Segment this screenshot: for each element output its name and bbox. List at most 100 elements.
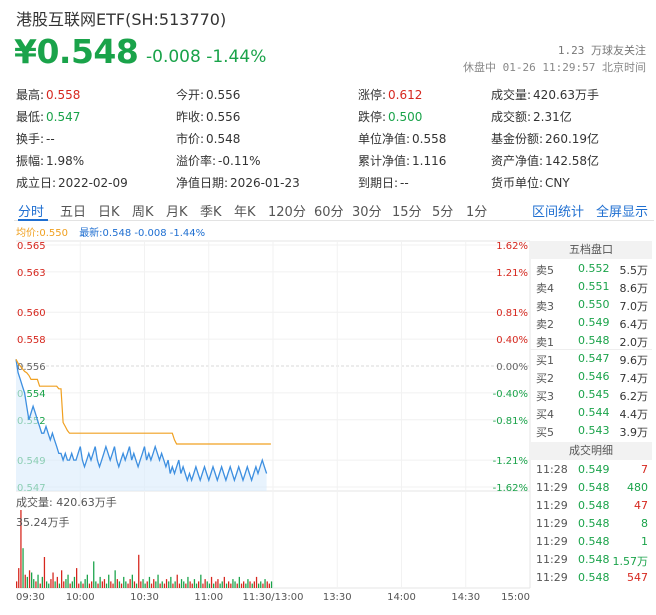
volume-bar xyxy=(150,583,153,588)
quote-label: 溢价率: xyxy=(176,154,217,168)
x-tick-label: 15:00 xyxy=(501,592,530,603)
volume-bar xyxy=(52,572,54,588)
book-volume: 8.6万 xyxy=(619,282,649,295)
tab-4[interactable]: 月K xyxy=(166,205,188,220)
quote-value: 260.19亿 xyxy=(545,132,600,146)
book-level-label: 买2 xyxy=(536,372,554,385)
book-price: 0.545 xyxy=(578,388,610,401)
quote-value: 2026-01-23 xyxy=(230,176,300,190)
volume-bar xyxy=(54,581,56,588)
volume-bar xyxy=(221,581,223,588)
quote-label: 累计净值: xyxy=(358,154,411,168)
volume-bar xyxy=(46,581,48,588)
volume-bar xyxy=(140,581,142,588)
book-level-label: 卖4 xyxy=(536,282,554,295)
ask-row: 卖3 0.550 7.0万 xyxy=(530,296,652,314)
volume-bar xyxy=(123,576,125,588)
x-tick-label: 11:00 xyxy=(194,592,223,603)
quote-cell: 昨收: 0.556 xyxy=(176,108,240,125)
volume-bar xyxy=(28,570,31,588)
volume-bar xyxy=(88,583,91,588)
volume-bar xyxy=(189,581,191,588)
tab-0[interactable]: 分时 xyxy=(18,205,45,220)
quote-value: 0.612 xyxy=(388,88,423,102)
bid-row: 买5 0.543 3.9万 xyxy=(530,422,652,440)
book-price: 0.551 xyxy=(578,280,610,293)
trade-volume: 547 xyxy=(627,571,648,584)
price-area xyxy=(16,359,267,491)
quote-cell: 货币单位: CNY xyxy=(491,174,570,191)
book-level-label: 买3 xyxy=(536,390,554,403)
trade-price: 0.548 xyxy=(578,535,610,548)
volume-bar xyxy=(225,583,228,588)
y-tick-label: 0.549 xyxy=(17,456,46,467)
volume-bar xyxy=(97,583,99,588)
avg-price-legend: 均价:0.550 xyxy=(16,228,68,239)
volume-bar xyxy=(43,557,46,588)
quote-value: -- xyxy=(400,176,409,190)
range-stats-button[interactable]: 区间统计 xyxy=(532,205,585,220)
tab-10[interactable]: 15分 xyxy=(392,205,422,220)
volume-bar xyxy=(80,581,82,588)
volume-bar xyxy=(125,581,127,588)
order-book-panel: 五档盘口 卖5 0.552 5.5万 卖4 0.551 8.6万 卖3 0.550 7.0万 卖2 0… xyxy=(530,241,652,589)
fullscreen-button[interactable]: 全屏显示 xyxy=(596,205,649,220)
quote-label: 今开: xyxy=(176,88,205,102)
volume-bar xyxy=(253,581,255,588)
pct-tick-label: 1.21% xyxy=(496,268,528,279)
quote-cell: 跌停: 0.500 xyxy=(358,108,422,125)
volume-bar xyxy=(245,583,247,588)
quote-value: 142.58亿 xyxy=(545,154,600,168)
tab-8[interactable]: 60分 xyxy=(314,205,344,220)
tab-11[interactable]: 5分 xyxy=(432,205,454,220)
quote-label: 货币单位: xyxy=(491,176,544,190)
quote-value: 0.556 xyxy=(206,110,241,124)
volume-bar xyxy=(176,574,178,588)
tab-6[interactable]: 年K xyxy=(234,205,256,220)
tab-5[interactable]: 季K xyxy=(200,205,222,220)
quote-value: 0.548 xyxy=(206,132,241,146)
quote-value: 2.31亿 xyxy=(533,110,572,124)
bid-row: 买3 0.545 6.2万 xyxy=(530,386,652,404)
chart-period-tabs: 分时 五日 日K 周K 月K 季K 年K 120分 60分 30分 15分 5分 1分 区间统计 全屏显示 xyxy=(14,197,654,221)
volume-bar xyxy=(103,579,106,588)
volume-bar xyxy=(65,579,67,588)
volume-bar xyxy=(178,583,181,588)
trade-time: 11:29 xyxy=(536,481,568,494)
trade-volume: 1 xyxy=(641,535,648,548)
book-volume: 5.5万 xyxy=(619,264,649,277)
tab-1[interactable]: 五日 xyxy=(60,205,87,220)
book-volume: 4.4万 xyxy=(619,408,649,421)
y-tick-label: 0.554 xyxy=(17,389,46,400)
y-tick-label: 0.547 xyxy=(17,483,46,494)
tab-7[interactable]: 120分 xyxy=(268,205,306,220)
volume-bar xyxy=(159,583,161,588)
avg-price-line xyxy=(15,359,271,445)
volume-bar xyxy=(202,583,204,588)
tab-2[interactable]: 日K xyxy=(98,205,120,220)
trade-volume: 47 xyxy=(634,499,648,512)
book-price: 0.546 xyxy=(578,370,610,383)
trade-row: 11:29 0.548 547 xyxy=(530,569,652,587)
trade-price: 0.548 xyxy=(578,481,610,494)
volume-bar xyxy=(31,572,33,588)
quote-value: 0.500 xyxy=(388,110,423,124)
pct-tick-label: 0.40% xyxy=(496,335,528,346)
tab-12[interactable]: 1分 xyxy=(466,205,488,220)
trade-row: 11:29 0.548 8 xyxy=(530,515,652,533)
tab-3[interactable]: 周K xyxy=(132,205,154,220)
book-price: 0.550 xyxy=(578,298,610,311)
volume-bar xyxy=(146,581,148,588)
volume-bar xyxy=(208,583,211,588)
pct-tick-label: 0.00% xyxy=(496,362,528,373)
trade-price: 0.549 xyxy=(578,463,610,476)
volume-bar xyxy=(187,576,189,588)
trade-time: 11:29 xyxy=(536,499,568,512)
chart-legend: 均价:0.550 最新:0.548 -0.008 -1.44% xyxy=(16,224,205,239)
volume-bar xyxy=(61,570,63,588)
quote-label: 到期日: xyxy=(358,176,399,190)
pct-tick-label: -1.21% xyxy=(493,456,528,467)
volume-bar xyxy=(127,583,129,588)
quote-value: 0.558 xyxy=(412,132,447,146)
tab-9[interactable]: 30分 xyxy=(352,205,382,220)
